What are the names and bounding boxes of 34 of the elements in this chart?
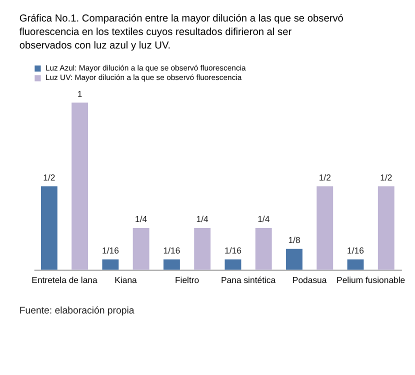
bar [194, 228, 211, 270]
source-note: Fuente: elaboración propia [19, 305, 135, 316]
data-label: 1/16 [347, 246, 364, 256]
data-label: 1/16 [102, 246, 120, 256]
x-tick-label: Pana sintética [221, 274, 276, 285]
bar [378, 186, 394, 270]
data-label: 1/16 [163, 246, 180, 256]
bar [72, 102, 88, 270]
bar [40, 186, 58, 270]
data-label: 1/8 [288, 235, 300, 246]
data-label: 1/4 [196, 214, 209, 224]
legend-label: Luz Azul: Mayor dilución a la que se observó fluorescencia [45, 63, 247, 72]
x-tick-label: Entretela de lana [32, 274, 98, 285]
bar [163, 259, 180, 270]
legend-label: Luz UV: Mayor dilución a la que se observó fluorescencia [45, 73, 242, 82]
data-label: 1/16 [224, 246, 242, 256]
bar [316, 186, 334, 270]
bar [255, 228, 272, 270]
data-label: 1/2 [318, 172, 332, 182]
x-tick-label: Pelium fusionable [336, 274, 406, 285]
x-tick-label: Kiana [114, 274, 138, 285]
bar [102, 259, 119, 270]
x-tick-label: Fieltro [174, 274, 200, 285]
data-label: 1/2 [43, 172, 56, 182]
bar [224, 259, 242, 270]
data-label: 1/4 [135, 214, 148, 224]
data-label: 1/2 [380, 172, 392, 182]
bar [132, 228, 150, 270]
data-label: 1 [77, 88, 82, 99]
bar [286, 248, 302, 270]
bar [347, 259, 364, 270]
chart-title: Gráfica No.1. Comparación entre la mayor dilución a las que se observó fluorescencia en los textiles cuyos resultados difirieron al ser observados con luz azul y luz UV. [19, 14, 344, 52]
x-tick-label: Podasua [292, 274, 327, 285]
data-label: 1/4 [258, 214, 270, 224]
